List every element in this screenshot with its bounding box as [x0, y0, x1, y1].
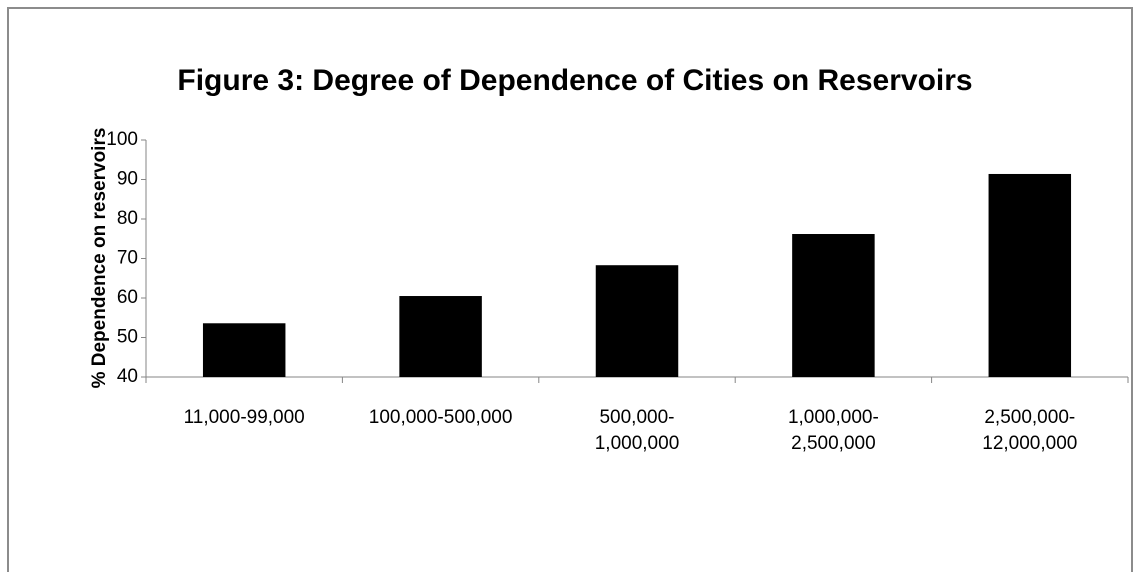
x-tick-label: 100,000-500,000	[368, 407, 513, 428]
bar	[792, 234, 875, 377]
y-axis-label: % Dependence on reservoirs	[89, 128, 110, 389]
x-tick-label: 2,500,000-12,000,000	[982, 407, 1078, 454]
y-tick-label: 40	[117, 366, 138, 387]
bar	[399, 296, 482, 377]
chart-border	[7, 7, 1133, 572]
x-tick-label: 1,000,000-2,500,000	[787, 407, 879, 454]
y-tick-label: 60	[117, 287, 138, 308]
chart-title: Figure 3: Degree of Dependence of Cities…	[177, 64, 972, 97]
y-tick-label: 80	[117, 208, 138, 229]
x-tick-label: 500,000-1,000,000	[594, 407, 680, 454]
y-tick-label: 50	[117, 327, 138, 348]
bar	[988, 173, 1072, 377]
y-tick-label: 90	[117, 169, 138, 190]
bar	[202, 323, 286, 377]
y-tick-label: 70	[117, 248, 138, 269]
bar	[595, 265, 679, 377]
x-tick-label: 11,000-99,000	[183, 407, 305, 428]
y-tick-label: 100	[106, 129, 138, 150]
